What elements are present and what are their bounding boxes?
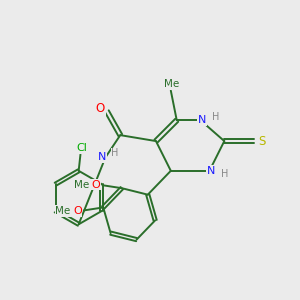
Text: O: O — [96, 102, 105, 115]
Text: Cl: Cl — [76, 143, 87, 153]
Text: N: N — [207, 166, 215, 176]
Text: O: O — [92, 180, 100, 190]
Text: Me: Me — [56, 206, 71, 216]
Text: S: S — [259, 135, 266, 148]
Text: Me: Me — [164, 79, 179, 89]
Text: Me: Me — [74, 180, 89, 190]
Text: O: O — [73, 206, 82, 216]
Text: H: H — [111, 148, 118, 158]
Text: N: N — [98, 152, 106, 162]
Text: H: H — [212, 112, 220, 122]
Text: H: H — [221, 169, 229, 179]
Text: N: N — [198, 115, 206, 125]
